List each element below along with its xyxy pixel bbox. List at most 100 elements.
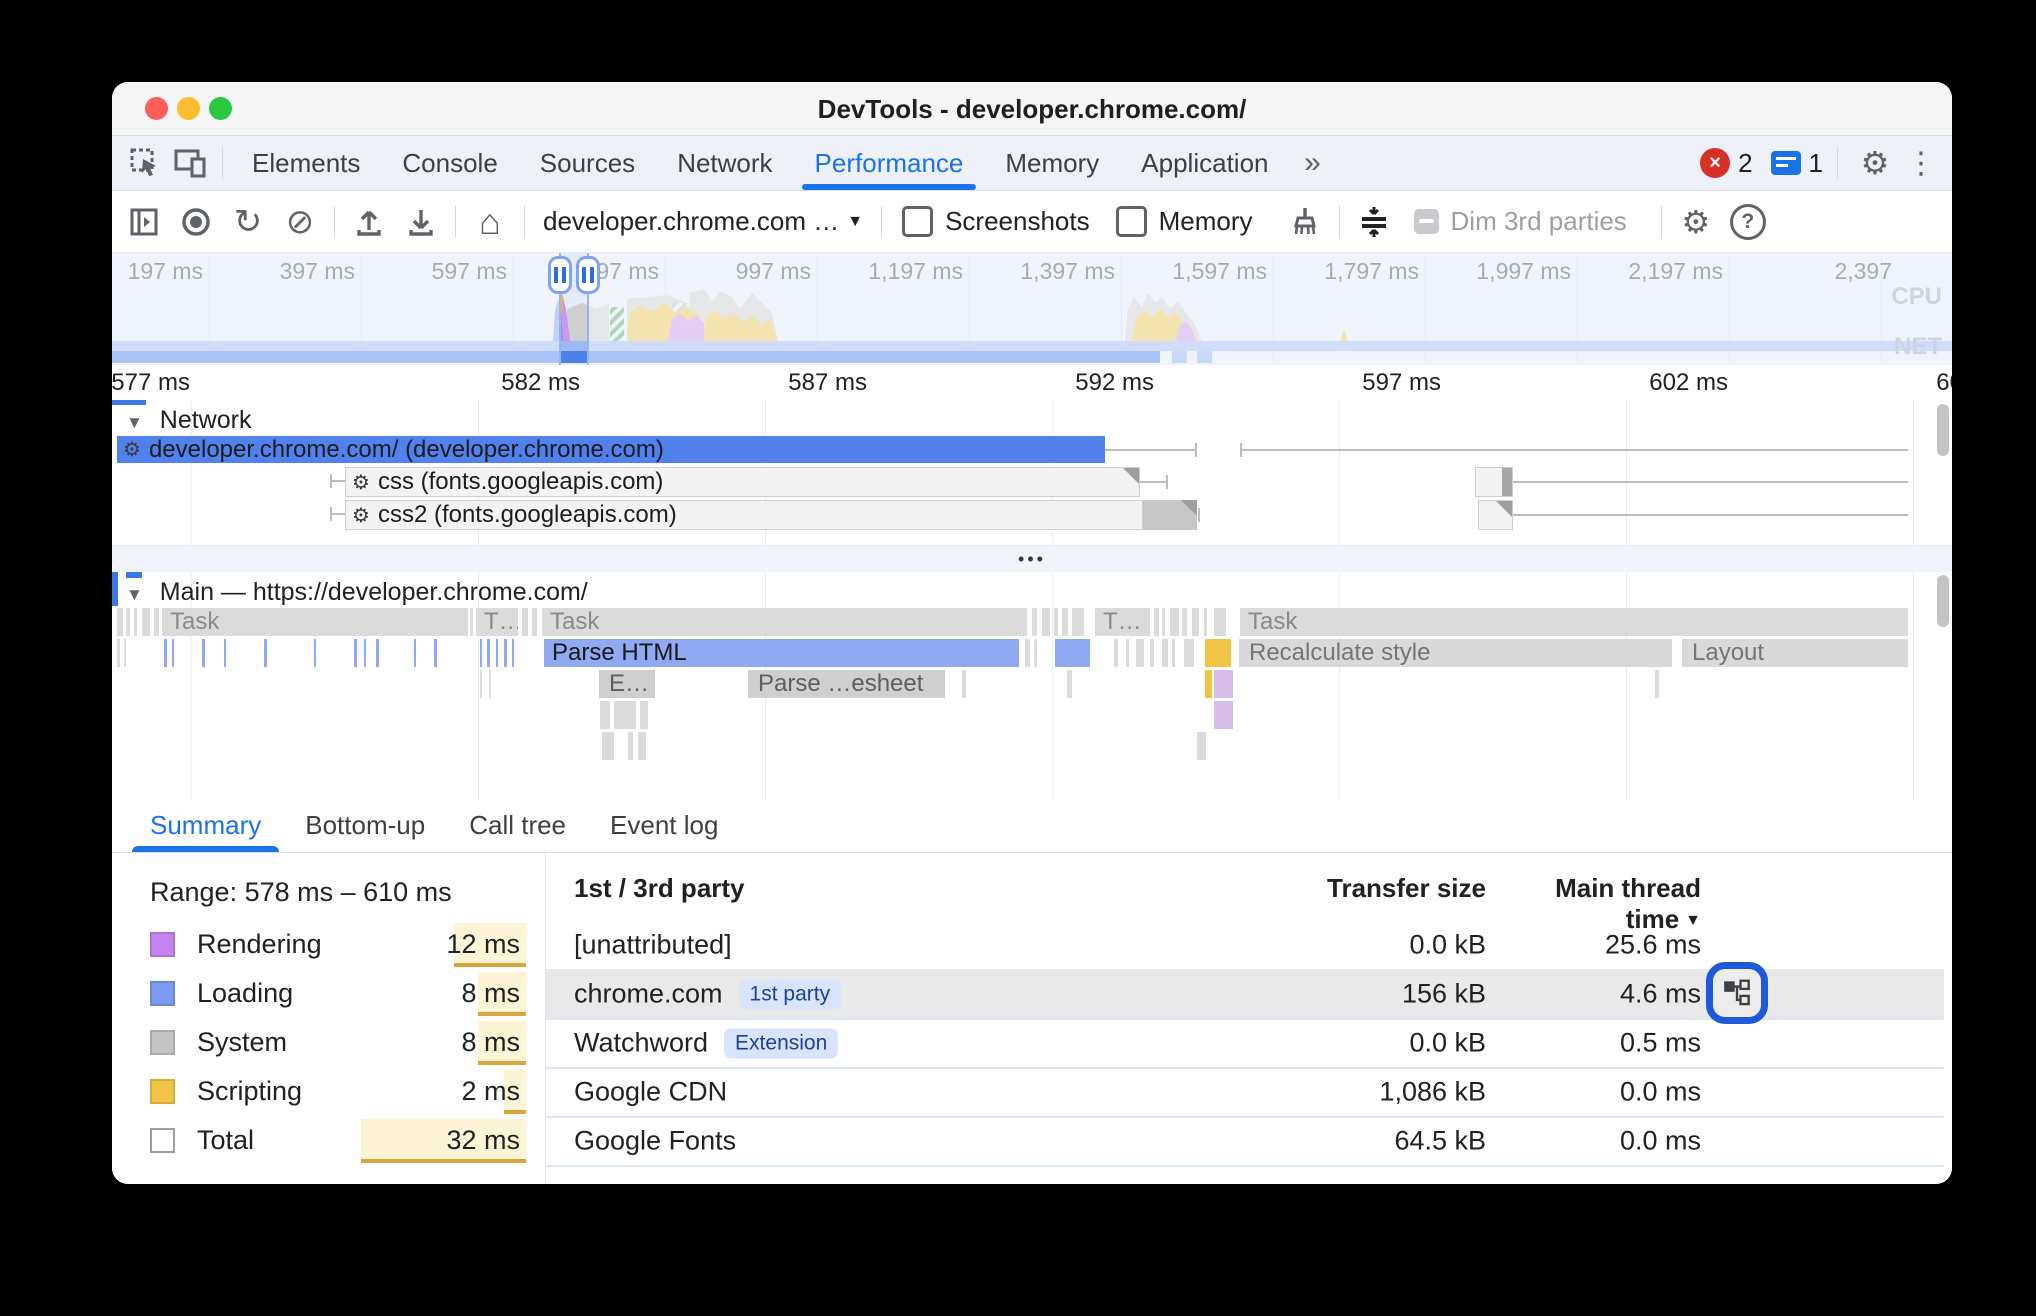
divider xyxy=(524,205,525,238)
minimize-window-button[interactable] xyxy=(177,97,200,120)
collapse-tracks-icon[interactable] xyxy=(1348,200,1400,244)
table-row[interactable]: Google Fonts 64.5 kB 0.0 ms xyxy=(546,1116,1944,1167)
network-request-css2[interactable]: ⚙ css2 (fonts.googleapis.com) xyxy=(345,500,1143,530)
main-scrollbar[interactable] xyxy=(1937,575,1949,627)
divider xyxy=(1660,205,1662,238)
script-bar[interactable] xyxy=(1205,670,1212,698)
kebab-menu-icon[interactable]: ⋮ xyxy=(1906,146,1936,180)
tab-sources[interactable]: Sources xyxy=(539,147,636,178)
history-select[interactable]: developer.chrome.com … ▼ xyxy=(543,206,864,236)
table-row[interactable]: Google CDN 1,086 kB 0.0 ms xyxy=(546,1067,1944,1118)
tab-summary[interactable]: Summary xyxy=(128,799,283,852)
tab-application[interactable]: Application xyxy=(1141,147,1269,178)
message-count: 1 xyxy=(1808,147,1823,178)
clear-icon[interactable]: ⊘ xyxy=(285,202,315,241)
column-transfer-size[interactable]: Transfer size xyxy=(1327,873,1486,903)
tab-bottom-up[interactable]: Bottom-up xyxy=(305,810,426,840)
tab-network[interactable]: Network xyxy=(677,147,773,178)
selection-line-left xyxy=(559,253,561,365)
selection-handle-left[interactable] xyxy=(548,256,572,294)
capture-settings-gear-icon[interactable]: ⚙ xyxy=(1681,203,1711,240)
checkbox-indeterminate xyxy=(1413,209,1439,234)
chevron-down-icon: ▼ xyxy=(847,212,864,230)
selection-handle-right[interactable] xyxy=(576,256,600,294)
table-header-row: 1st / 3rd party Transfer size Main threa… xyxy=(546,873,1952,934)
task-bar[interactable]: T… xyxy=(476,608,518,636)
rendering-bar[interactable] xyxy=(1214,670,1233,698)
task-bar[interactable]: Task xyxy=(542,608,1027,636)
timeline-overview[interactable]: 197 ms 397 ms 597 ms 797 ms 997 ms 1,197… xyxy=(112,253,1952,366)
task-bar[interactable]: Task xyxy=(1240,608,1908,636)
legend-row: Rendering 12 ms xyxy=(150,920,526,969)
column-main-thread-time[interactable]: Main thread time ▼ xyxy=(1555,873,1701,934)
details-tabbar: Summary Bottom-up Call tree Event log xyxy=(112,800,1952,853)
garbage-collect-icon[interactable] xyxy=(1279,200,1331,244)
upload-profile-icon[interactable] xyxy=(343,200,395,244)
network-request-main-document[interactable]: ⚙ developer.chrome.com/ (developer.chrom… xyxy=(117,436,1105,463)
network-request-body[interactable] xyxy=(1143,500,1197,530)
console-error-counter[interactable]: × 2 xyxy=(1700,148,1753,179)
evaluate-bar[interactable]: E… xyxy=(599,670,655,698)
script-bar[interactable] xyxy=(1205,639,1231,667)
first-party-badge: 1st party xyxy=(738,979,842,1009)
timeline-ruler[interactable]: 577 ms 582 ms 587 ms 592 ms 597 ms 602 m… xyxy=(112,365,1952,400)
inspect-element-icon[interactable] xyxy=(122,143,168,183)
column-party[interactable]: 1st / 3rd party xyxy=(574,873,745,903)
network-track[interactable]: ▼ Network ⚙ developer.chrome.com/ (devel… xyxy=(112,400,1952,545)
tab-elements[interactable]: Elements xyxy=(252,147,361,178)
table-row-selected[interactable]: chrome.com 1st party 156 kB 4.6 ms xyxy=(546,962,1944,1024)
memory-checkbox[interactable]: Memory xyxy=(1115,206,1279,237)
third-party-table: 1st / 3rd party Transfer size Main threa… xyxy=(546,853,1952,1184)
screenshots-checkbox[interactable]: Screenshots xyxy=(902,206,1116,237)
reload-record-icon[interactable]: ↻ xyxy=(233,202,263,241)
help-icon[interactable]: ? xyxy=(1722,200,1774,244)
tab-performance[interactable]: Performance xyxy=(794,136,985,190)
track-selection-accent xyxy=(126,572,142,578)
ruler-tick: 582 ms xyxy=(501,369,580,396)
ruler-tick: 607 ms xyxy=(1936,369,1952,396)
record-icon[interactable] xyxy=(170,200,222,244)
network-scrollbar[interactable] xyxy=(1937,404,1949,456)
close-window-button[interactable] xyxy=(145,97,168,120)
table-row[interactable]: Watchword Extension 0.0 kB 0.5 ms xyxy=(546,1018,1944,1069)
settings-gear-icon[interactable]: ⚙ xyxy=(1860,145,1890,181)
flame-row: Task T… Task T… Task xyxy=(112,608,1936,636)
network-request-css[interactable]: ⚙ css (fonts.googleapis.com) xyxy=(345,467,1140,497)
request-corner xyxy=(1123,468,1139,484)
show-third-party-tree-icon[interactable] xyxy=(1706,962,1768,1024)
layout-bar[interactable]: Layout xyxy=(1682,639,1908,667)
task-bar[interactable]: T… xyxy=(1095,608,1150,636)
download-profile-icon[interactable] xyxy=(395,200,447,244)
rendering-swatch xyxy=(150,932,175,957)
console-message-counter[interactable]: 1 xyxy=(1770,147,1823,179)
network-request-late2[interactable] xyxy=(1478,500,1513,530)
track-splitter[interactable]: ••• xyxy=(112,545,1952,574)
tab-call-tree[interactable]: Call tree xyxy=(469,810,567,840)
more-tabs-icon[interactable]: » xyxy=(1304,146,1321,179)
summary-panel: Range: 578 ms – 610 ms Rendering 12 ms L… xyxy=(112,853,1952,1184)
collapse-triangle-icon: ▼ xyxy=(126,585,143,604)
main-track-header[interactable]: ▼ Main — https://developer.chrome.com/ xyxy=(126,578,588,606)
track-selection-accent xyxy=(112,572,118,606)
device-toolbar-icon[interactable] xyxy=(168,143,214,183)
rendering-bar[interactable] xyxy=(1214,701,1233,729)
parse-stylesheet-bar[interactable]: Parse …esheet xyxy=(748,670,945,698)
task-bar[interactable]: Task xyxy=(162,608,468,636)
dim-third-parties-checkbox[interactable]: Dim 3rd parties xyxy=(1413,206,1653,237)
divider xyxy=(1837,147,1838,179)
table-row[interactable]: [unattributed] 0.0 kB 25.6 ms xyxy=(546,920,1944,971)
parse-html-bar[interactable]: Parse HTML xyxy=(544,639,1019,667)
parse-html-bar[interactable] xyxy=(1055,639,1090,667)
toggle-sidebar-icon[interactable] xyxy=(118,200,170,244)
network-track-header[interactable]: ▼ Network xyxy=(126,406,252,434)
home-icon[interactable]: ⌂ xyxy=(479,200,501,242)
value-highlight-bar xyxy=(454,923,526,967)
maximize-window-button[interactable] xyxy=(209,97,232,120)
network-request-late[interactable] xyxy=(1475,467,1513,497)
tab-memory[interactable]: Memory xyxy=(1005,147,1100,178)
main-thread-track[interactable]: ▼ Main — https://developer.chrome.com/ T… xyxy=(112,572,1952,800)
recalculate-style-bar[interactable]: Recalculate style xyxy=(1239,639,1672,667)
tab-event-log[interactable]: Event log xyxy=(610,810,719,840)
legend-row: Loading 8 ms xyxy=(150,969,526,1018)
tab-console[interactable]: Console xyxy=(402,147,498,178)
